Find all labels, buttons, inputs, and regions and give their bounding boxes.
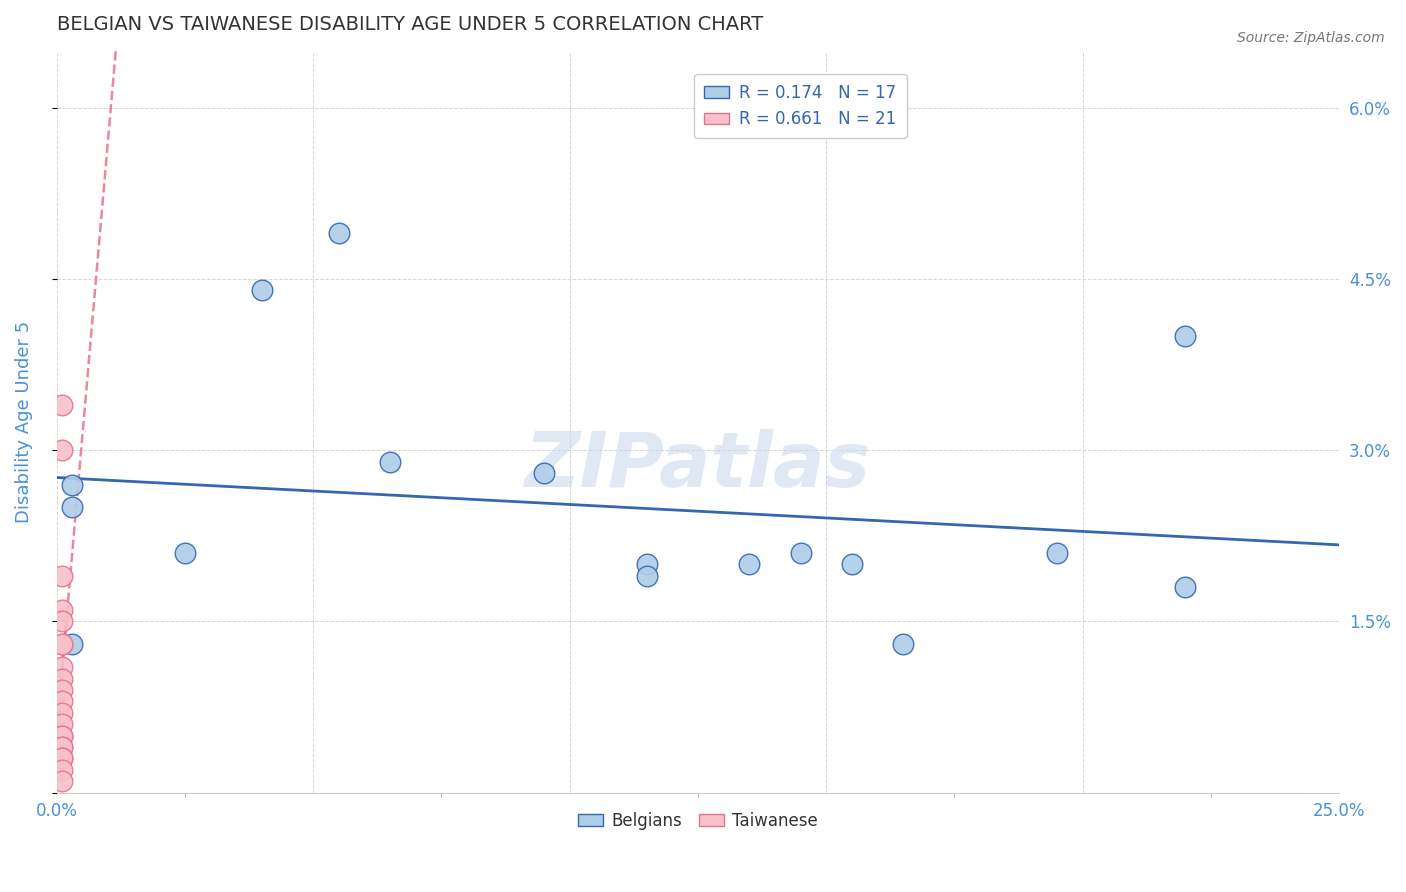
Point [51, 569, 73, 583]
Point [378, 455, 401, 469]
Point [636, 558, 658, 572]
Point [636, 569, 658, 583]
Point [60, 477, 83, 491]
Text: Source: ZipAtlas.com: Source: ZipAtlas.com [1237, 31, 1385, 45]
Point [51, 751, 73, 765]
Text: BELGIAN VS TAIWANESE DISABILITY AGE UNDER 5 CORRELATION CHART: BELGIAN VS TAIWANESE DISABILITY AGE UNDE… [56, 15, 763, 34]
Point [51, 751, 73, 765]
Point [60, 500, 83, 515]
Point [51, 398, 73, 412]
Point [51, 739, 73, 754]
Point [1174, 329, 1197, 343]
Point [51, 637, 73, 651]
Point [51, 660, 73, 674]
Point [51, 739, 73, 754]
Point [51, 717, 73, 731]
Point [51, 729, 73, 743]
Point [51, 774, 73, 789]
Point [533, 466, 555, 480]
Point [51, 603, 73, 617]
Point [173, 546, 195, 560]
Point [1046, 546, 1069, 560]
Point [841, 558, 863, 572]
Y-axis label: Disability Age Under 5: Disability Age Under 5 [15, 320, 32, 523]
Point [51, 682, 73, 697]
Point [250, 284, 273, 298]
Point [51, 637, 73, 651]
Point [738, 558, 761, 572]
Point [1174, 580, 1197, 594]
Point [51, 443, 73, 458]
Point [60, 637, 83, 651]
Text: ZIPatlas: ZIPatlas [524, 429, 870, 503]
Point [51, 729, 73, 743]
Point [328, 227, 350, 241]
Point [51, 615, 73, 629]
Point [51, 763, 73, 777]
Legend: Belgians, Taiwanese: Belgians, Taiwanese [571, 805, 824, 836]
Point [789, 546, 811, 560]
Point [51, 706, 73, 720]
Point [891, 637, 914, 651]
Point [51, 672, 73, 686]
Point [51, 694, 73, 708]
